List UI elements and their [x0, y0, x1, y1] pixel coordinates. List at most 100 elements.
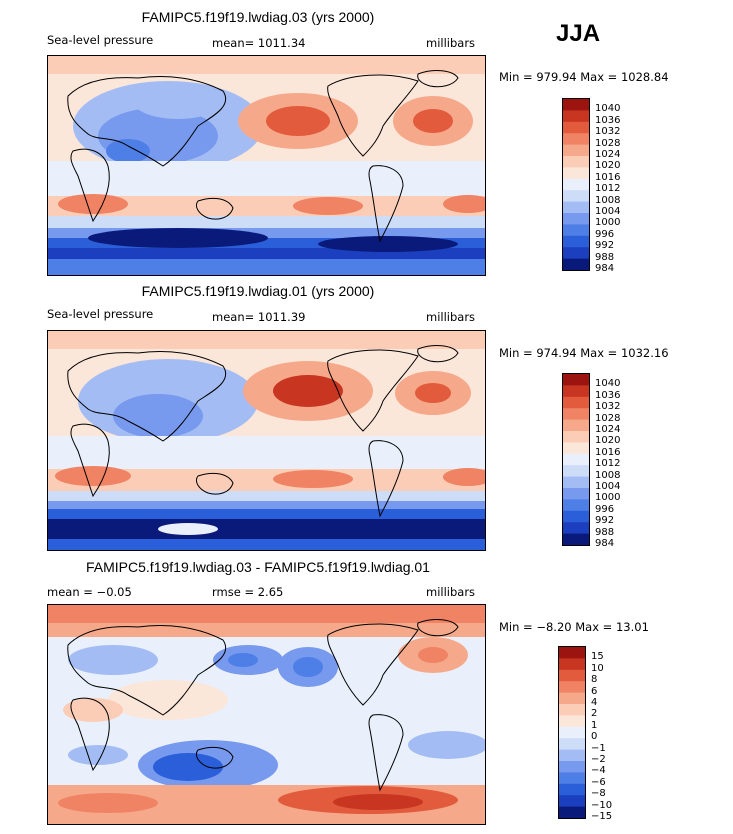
colorbar-swatch: [563, 144, 589, 157]
south-atlantic-east-negative: [408, 731, 485, 759]
greenland-outline: [417, 345, 459, 363]
colorbar-tick-label: 2: [591, 708, 598, 720]
colorbar-swatch: [563, 533, 589, 546]
colorbar-swatch: [559, 795, 585, 808]
antarctic-positive-west: [58, 793, 158, 813]
arctic-band: [48, 56, 485, 74]
colorbar-tick-label: 1020: [595, 160, 621, 172]
colorbar-tick-label: 0: [591, 731, 598, 743]
colorbar-tick-label: −1: [591, 742, 606, 754]
colorbar-swatch: [563, 476, 589, 489]
panel3-minmax-label: Min = −8.20 Max = 13.01: [499, 620, 649, 634]
colorbar-swatch: [563, 408, 589, 421]
colorbar-tick-label: −15: [591, 811, 613, 822]
colorbar-tick-label: 1004: [595, 206, 621, 217]
coastlines: [67, 345, 459, 518]
southern-ocean-low-east: [318, 236, 458, 252]
colorbar-swatch: [563, 431, 589, 443]
australia-outline: [195, 197, 234, 220]
panel3-title: FAMIPC5.f19f19.lwdiag.03 - FAMIPC5.f19f1…: [86, 559, 430, 575]
colorbar-tick-label: −2: [591, 754, 606, 765]
africa-outline: [70, 148, 110, 223]
colorbar-tick-label: 1008: [595, 194, 621, 206]
colorbar-swatch: [563, 510, 589, 523]
colorbar-tick-label: 996: [595, 503, 615, 515]
colorbar-tick-label: −8: [591, 788, 606, 800]
colorbar-tick-label: 8: [591, 674, 598, 686]
colorbar-tick-label: 1028: [595, 137, 621, 149]
greenland-outline: [417, 619, 459, 637]
arctic-band: [48, 331, 485, 349]
panel1-colorbar: [562, 98, 590, 271]
colorbar-tick-label: −6: [591, 776, 606, 788]
colorbar-swatch: [563, 396, 589, 409]
panel3-colorbar: [558, 646, 586, 819]
southern-ocean-positive-max: [333, 794, 423, 810]
panel1-units-label: millibars: [426, 36, 476, 50]
indian-ocean-positive: [108, 680, 228, 720]
indian-ocean-high: [58, 194, 128, 214]
colorbar-swatch: [563, 201, 589, 214]
colorbar-tick-label: 1024: [595, 149, 621, 160]
colorbar-tick-label: 1024: [595, 424, 621, 435]
colorbar-swatch: [559, 715, 585, 728]
north-america-outline: [327, 623, 419, 706]
band-1008: [48, 216, 485, 230]
panel2-colorbar-swatches: [563, 374, 589, 546]
south-america-outline: [368, 714, 404, 792]
colorbar-swatch: [563, 235, 589, 248]
south-pacific-high: [273, 470, 353, 488]
colorbar-tick-label: 10: [591, 662, 604, 674]
europe-negative: [68, 645, 158, 675]
colorbar-swatch: [563, 258, 589, 271]
colorbar-swatch: [563, 133, 589, 146]
colorbar-tick-label: 1004: [595, 481, 621, 492]
panel1-title: FAMIPC5.f19f19.lwdiag.03 (yrs 2000): [141, 9, 375, 25]
asian-low-center: [106, 139, 150, 163]
panel3-units-label: millibars: [426, 585, 476, 599]
colorbar-tick-label: −4: [591, 765, 606, 777]
colorbar-tick-label: 1036: [595, 389, 621, 401]
colorbar-swatch: [563, 247, 589, 260]
colorbar-swatch: [563, 224, 589, 237]
pacific-high-core: [273, 375, 343, 407]
colorbar-swatch: [563, 499, 589, 512]
colorbar-tick-label: 1020: [595, 435, 621, 447]
panel2-variable-label: Sea-level pressure: [47, 307, 154, 321]
east-asia-negative-core: [228, 653, 258, 667]
colorbar-tick-label: 1028: [595, 412, 621, 424]
south-atlantic-high: [443, 195, 485, 213]
panel2-mean-label: mean= 1011.39: [212, 310, 306, 324]
panel3-mean-label: mean = −0.05: [47, 585, 132, 599]
colorbar-swatch: [559, 704, 585, 716]
north-pacific-negative-core: [293, 657, 323, 677]
colorbar-swatch: [563, 453, 589, 466]
panel3-rmse-label: rmse = 2.65: [212, 585, 284, 599]
australia-outline: [195, 746, 234, 769]
colorbar-tick-label: 1040: [595, 103, 621, 115]
south-indian-negative-core: [153, 753, 223, 781]
colorbar-tick-label: 984: [595, 538, 615, 549]
panel2-minmax-label: Min = 974.94 Max = 1032.16: [499, 346, 669, 360]
colorbar-tick-label: 984: [595, 263, 615, 274]
colorbar-swatch: [563, 167, 589, 180]
colorbar-tick-label: 988: [595, 251, 615, 263]
colorbar-swatch: [559, 738, 585, 751]
subtropical-high-band: [48, 196, 485, 216]
colorbar-swatch: [563, 488, 589, 500]
colorbar-tick-label: 996: [595, 228, 615, 240]
colorbar-swatch: [559, 806, 585, 819]
panel1-variable-label: Sea-level pressure: [47, 33, 154, 47]
africa-outline: [70, 697, 110, 772]
colorbar-swatch: [563, 110, 589, 123]
subtropical-high-band: [48, 469, 485, 491]
colorbar-swatch: [559, 726, 585, 739]
south-america-outline: [368, 165, 404, 243]
panel2-colorbar: [562, 373, 590, 546]
colorbar-swatch: [559, 761, 585, 773]
colorbar-swatch: [559, 647, 585, 659]
antarctic-band: [48, 539, 485, 550]
australia-outline: [195, 472, 234, 495]
colorbar-swatch: [563, 121, 589, 134]
arctic-positive-band: [48, 605, 485, 627]
